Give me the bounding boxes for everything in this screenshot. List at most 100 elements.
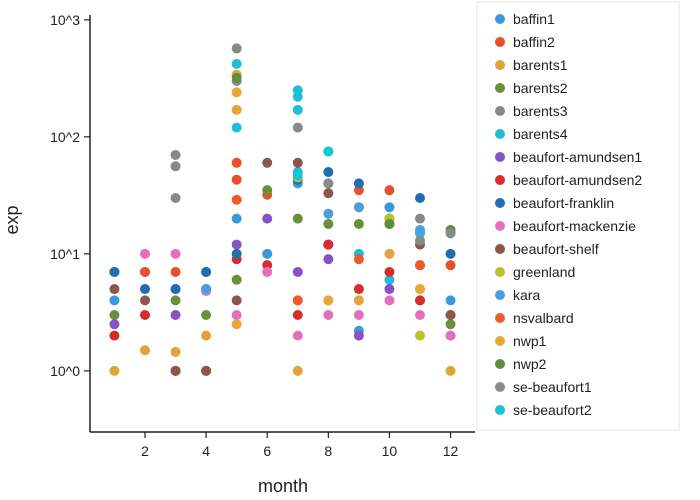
legend-marker-se-beaufort1 (495, 382, 505, 392)
point-barents2 (292, 213, 303, 224)
legend-label-nsvalbard: nsvalbard (513, 310, 574, 326)
point-beaufort-mackenzie (323, 310, 334, 321)
legend-marker-beaufort-franklin (495, 198, 505, 208)
legend-marker-nwp1 (495, 336, 505, 346)
point-beaufort-mackenzie (292, 330, 303, 341)
point-kara (201, 284, 212, 295)
point-beaufort-franklin (415, 193, 425, 204)
point-beaufort-franklin (323, 167, 334, 178)
point-nwp1 (415, 284, 425, 295)
point-barents2 (323, 218, 334, 229)
legend-label-barents3: barents3 (513, 103, 568, 119)
point-beaufort-shelf (262, 157, 273, 168)
point-kara (353, 202, 364, 213)
point-beaufort-franklin (445, 248, 456, 259)
point-barents3 (231, 43, 242, 54)
x-axis: 2 4 6 8 10 12 month (90, 431, 475, 496)
x-tick-label: 6 (263, 443, 271, 459)
point-barents2 (170, 295, 181, 306)
point-barents3 (415, 213, 425, 224)
point-barents2 (445, 319, 456, 330)
legend-marker-beaufort-shelf (495, 244, 505, 254)
point-beaufort-mackenzie (140, 248, 150, 259)
point-beaufort-amundsen1 (262, 213, 273, 224)
y-tick-label: 10^1 (50, 246, 80, 262)
legend-label-baffin2: baffin2 (513, 34, 555, 50)
y-tick-label: 10^3 (50, 12, 80, 28)
point-barents1 (140, 345, 150, 356)
point-beaufort-amundsen1 (384, 284, 395, 295)
legend-marker-beaufort-mackenzie (495, 221, 505, 231)
point-beaufort-mackenzie (384, 295, 395, 306)
point-beaufort-amundsen1 (231, 239, 242, 250)
y-tick-label: 10^0 (50, 363, 80, 379)
point-beaufort-mackenzie (445, 330, 456, 341)
point-beaufort-franklin (140, 284, 150, 295)
point-beaufort-franklin (109, 266, 120, 277)
point-barents3 (170, 149, 181, 160)
point-se-beaufort1 (415, 235, 425, 246)
point-nwp2 (384, 218, 395, 229)
point-nsvalbard (231, 194, 242, 205)
point-beaufort-amundsen2 (384, 266, 395, 277)
legend-marker-barents1 (495, 60, 505, 70)
x-tick-label: 4 (202, 443, 210, 459)
point-beaufort-shelf (445, 310, 456, 321)
x-tick-label: 10 (382, 443, 398, 459)
point-barents3 (170, 193, 181, 204)
point-nwp1 (231, 87, 242, 98)
point-beaufort-amundsen2 (415, 295, 425, 306)
legend-label-se-beaufort2: se-beaufort2 (513, 402, 592, 418)
point-barents4 (231, 122, 242, 133)
legend-marker-nsvalbard (495, 313, 505, 323)
point-nsvalbard (353, 254, 364, 265)
point-beaufort-amundsen2 (323, 239, 334, 250)
point-nwp2 (231, 72, 242, 83)
legend-label-nwp2: nwp2 (513, 356, 547, 372)
point-barents3 (170, 161, 181, 172)
point-barents1 (384, 248, 395, 259)
x-axis-title: month (258, 476, 308, 496)
legend-label-beaufort-amundsen1: beaufort-amundsen1 (513, 149, 642, 165)
point-se-beaufort1 (323, 178, 334, 189)
point-beaufort-shelf (201, 365, 212, 376)
legend-marker-barents2 (495, 83, 505, 93)
y-axis-title: exp (2, 205, 22, 234)
legend-marker-se-beaufort2 (495, 405, 505, 415)
point-baffin1 (262, 248, 273, 259)
legend-label-baffin1: baffin1 (513, 11, 555, 27)
point-barents1 (170, 346, 181, 357)
legend-label-kara: kara (513, 287, 540, 303)
point-beaufort-mackenzie (415, 310, 425, 321)
point-barents1 (445, 365, 456, 376)
point-beaufort-franklin (231, 248, 242, 259)
point-beaufort-mackenzie (262, 266, 273, 277)
point-barents2 (201, 310, 212, 321)
point-nsvalbard (292, 295, 303, 306)
point-beaufort-amundsen2 (140, 310, 150, 321)
point-barents4 (384, 274, 395, 285)
legend-marker-barents3 (495, 106, 505, 116)
point-beaufort-shelf (231, 295, 242, 306)
point-barents2 (231, 274, 242, 285)
point-beaufort-amundsen2 (109, 330, 120, 341)
legend-marker-baffin1 (495, 14, 505, 24)
y-axis: 10^0 10^1 10^2 10^3 exp (2, 12, 91, 432)
point-barents3 (292, 122, 303, 133)
point-beaufort-amundsen1 (109, 319, 120, 330)
point-beaufort-amundsen2 (353, 284, 364, 295)
point-barents1 (292, 365, 303, 376)
point-beaufort-shelf (109, 284, 120, 295)
point-baffin1 (445, 295, 456, 306)
point-se-beaufort2 (292, 170, 303, 181)
point-se-beaufort1 (445, 228, 456, 239)
point-beaufort-franklin (170, 284, 181, 295)
point-nsvalbard (415, 260, 425, 271)
point-barents4 (292, 104, 303, 115)
legend-label-beaufort-mackenzie: beaufort-mackenzie (513, 218, 636, 234)
legend-marker-nwp2 (495, 359, 505, 369)
point-barents4 (231, 58, 242, 69)
point-baffin1 (109, 295, 120, 306)
point-beaufort-franklin (201, 266, 212, 277)
